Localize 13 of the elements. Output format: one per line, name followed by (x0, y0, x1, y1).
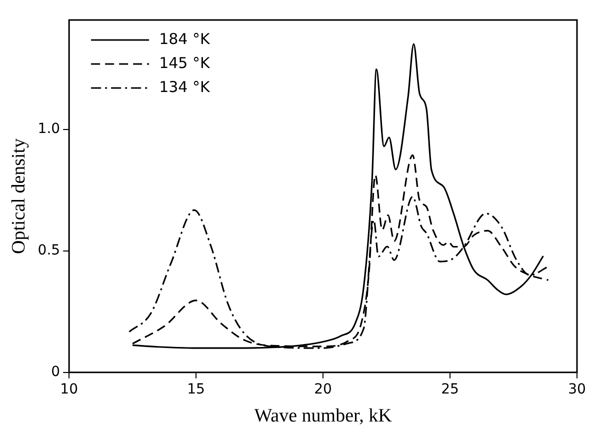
legend-label: 134 °K (159, 78, 211, 96)
y-tick-label: 0 (51, 364, 60, 380)
legend-label: 184 °K (159, 30, 211, 48)
x-tick-label: 20 (314, 381, 332, 398)
x-tick-label: 25 (441, 381, 459, 398)
x-axis-title: Wave number, kK (254, 406, 392, 427)
x-tick-label: 10 (60, 381, 78, 398)
y-tick-label: 0.5 (38, 242, 60, 259)
legend-label: 145 °K (159, 54, 211, 72)
y-axis-title: Optical density (8, 138, 30, 254)
y-tick-label: 1.0 (38, 121, 60, 138)
x-tick-label: 30 (568, 381, 586, 398)
x-tick-label: 15 (187, 381, 205, 398)
